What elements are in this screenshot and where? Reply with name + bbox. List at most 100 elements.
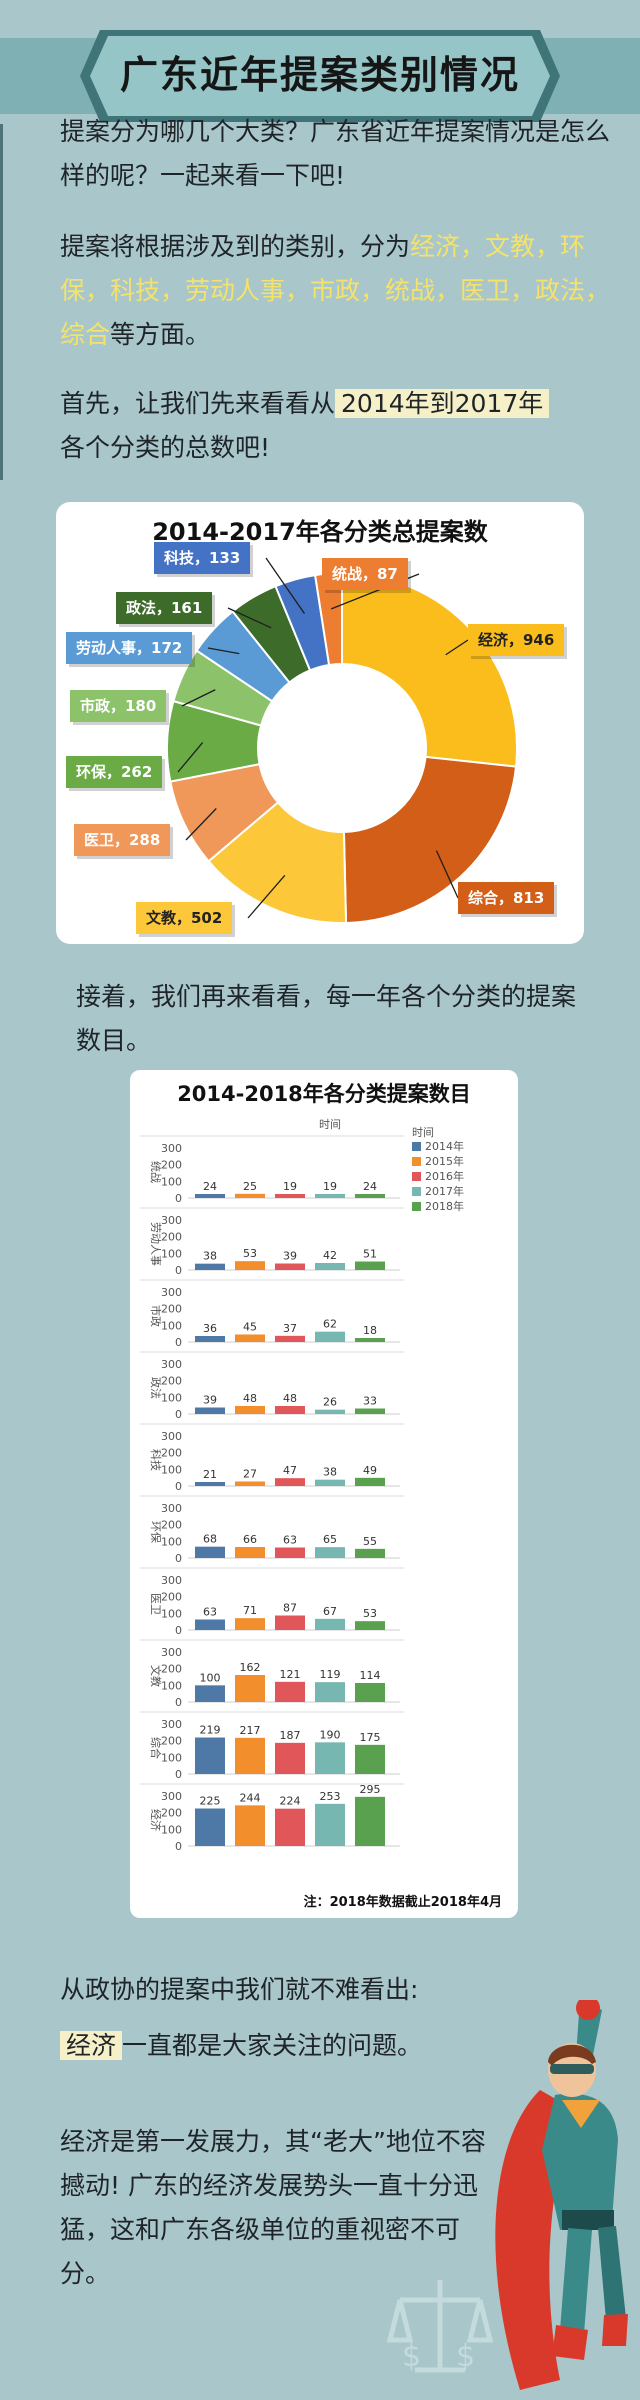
- bar-value-8-1: 217: [240, 1724, 261, 1737]
- bar-6-3: [315, 1618, 345, 1630]
- donut-label-1: 综合，813: [458, 882, 555, 914]
- category-label-6: 医卫: [149, 1593, 162, 1615]
- bar-7-4: [355, 1683, 385, 1702]
- y-tick-label: 200: [161, 1303, 182, 1316]
- y-tick-label: 300: [161, 1502, 182, 1515]
- y-tick-label: 300: [161, 1286, 182, 1299]
- y-tick-label: 100: [161, 1175, 182, 1188]
- bar-value-4-2: 47: [283, 1464, 297, 1477]
- bar-chart: 时间时间2014年2015年2016年2017年2018年统战300200100…: [140, 1118, 464, 1853]
- y-tick-label: 0: [175, 1264, 182, 1277]
- outro-economy: 经济: [60, 2031, 123, 2060]
- bar-6-0: [195, 1619, 225, 1630]
- bar-9-1: [235, 1805, 265, 1846]
- bar-7-3: [315, 1682, 345, 1702]
- bar-5-0: [195, 1546, 225, 1558]
- legend-swatch-3: [412, 1187, 421, 1196]
- bar-3-2: [275, 1406, 305, 1414]
- bar-value-4-1: 27: [243, 1468, 257, 1481]
- bar-5-1: [235, 1547, 265, 1558]
- bar-9-2: [275, 1808, 305, 1846]
- y-tick-label: 100: [161, 1391, 182, 1404]
- bar-value-2-2: 37: [283, 1322, 297, 1335]
- y-tick-label: 200: [161, 1807, 182, 1820]
- y-tick-label: 0: [175, 1192, 182, 1205]
- intro-year-range: 2014年到2017年: [335, 389, 550, 418]
- bar-3-3: [315, 1409, 345, 1414]
- intro-p3-c: 各个分类的总数吧!: [60, 433, 271, 462]
- superhero-illustration: [495, 2000, 628, 2390]
- intro-categories: 经济，文教，环保，科技，劳动人事，市政，统战，医卫，政法，综合: [60, 232, 611, 349]
- bar-1-2: [275, 1263, 305, 1270]
- bar-value-6-2: 87: [283, 1602, 297, 1615]
- outro-paragraph-3: 经济是第一发展力，其“老大”地位不容撼动! 广东的经济发展势头一直十分迅猛，这和…: [60, 2127, 486, 2288]
- bar-value-1-2: 39: [283, 1250, 297, 1263]
- bar-4-1: [235, 1481, 265, 1486]
- bar-value-6-0: 63: [203, 1606, 217, 1619]
- bar-value-9-4: 295: [360, 1783, 381, 1796]
- bar-value-5-4: 55: [363, 1535, 377, 1548]
- y-tick-label: 100: [161, 1463, 182, 1476]
- bar-6-1: [235, 1618, 265, 1630]
- bar-value-9-2: 224: [280, 1795, 301, 1808]
- y-tick-label: 300: [161, 1790, 182, 1803]
- bar-5-4: [355, 1548, 385, 1558]
- bar-8-2: [275, 1742, 305, 1774]
- bar-value-3-3: 26: [323, 1396, 337, 1409]
- bar-value-4-0: 21: [203, 1468, 217, 1481]
- page-title: 广东近年提案类别情况: [119, 53, 520, 97]
- bar-7-1: [235, 1675, 265, 1702]
- bar-value-1-1: 53: [243, 1247, 257, 1260]
- donut-leader-5: [181, 689, 216, 707]
- y-tick-label: 300: [161, 1646, 182, 1659]
- donut-leader-1: [435, 850, 459, 899]
- header-banner: [0, 30, 640, 122]
- bar-1-1: [235, 1261, 265, 1270]
- bar-value-5-3: 65: [323, 1533, 337, 1546]
- donut-leader-8: [265, 557, 306, 615]
- bar-4-2: [275, 1478, 305, 1486]
- y-tick-label: 300: [161, 1574, 182, 1587]
- bar-value-3-2: 48: [283, 1392, 297, 1405]
- bar-8-4: [355, 1744, 385, 1774]
- category-label-9: 经济: [149, 1809, 163, 1831]
- bar-9-0: [195, 1808, 225, 1846]
- bar-4-0: [195, 1482, 225, 1486]
- y-tick-label: 300: [161, 1142, 182, 1155]
- bar-5-3: [315, 1547, 345, 1558]
- y-tick-label: 200: [161, 1375, 182, 1388]
- intro-p2-prefix: 提案将根据涉及到的类别，分为: [60, 232, 411, 261]
- svg-text:$: $: [402, 2339, 421, 2374]
- outro-p2-b: 一直都是大家关注的问题。: [122, 2031, 423, 2060]
- bar-1-3: [315, 1263, 345, 1270]
- outro-paragraph-1: 从政协的提案中我们就不难看出:: [60, 1975, 419, 2004]
- bar-0-0: [195, 1194, 225, 1198]
- y-tick-label: 200: [161, 1735, 182, 1748]
- bar-4-4: [355, 1477, 385, 1486]
- bar-2-1: [235, 1334, 265, 1342]
- y-tick-label: 300: [161, 1718, 182, 1731]
- bar-3-4: [355, 1408, 385, 1414]
- bar-2-3: [315, 1331, 345, 1342]
- legend-label-0: 2014年: [425, 1139, 464, 1153]
- accent-line: [0, 124, 3, 480]
- y-tick-label: 300: [161, 1214, 182, 1227]
- bar-0-1: [235, 1193, 265, 1198]
- y-tick-label: 200: [161, 1447, 182, 1460]
- category-label-0: 统战: [149, 1161, 162, 1183]
- donut-label-3: 医卫，288: [74, 824, 171, 856]
- donut-label-9: 统战，87: [322, 558, 408, 590]
- bar-value-7-2: 121: [280, 1668, 301, 1681]
- donut-chart-card: 2014-2017年各分类总提案数 经济，946 综合，813 文教，502 医卫，2…: [56, 502, 584, 944]
- donut-leader-0: [445, 639, 469, 656]
- bar-2-4: [355, 1338, 385, 1342]
- bar-5-2: [275, 1547, 305, 1558]
- donut-leader-6: [207, 647, 240, 655]
- donut-chart: [166, 557, 518, 924]
- y-tick-label: 200: [161, 1159, 182, 1172]
- bar-4-3: [315, 1479, 345, 1486]
- bar-value-8-2: 187: [280, 1729, 301, 1742]
- bar-value-0-4: 24: [363, 1180, 377, 1193]
- bar-value-0-1: 25: [243, 1180, 257, 1193]
- bar-6-4: [355, 1621, 385, 1630]
